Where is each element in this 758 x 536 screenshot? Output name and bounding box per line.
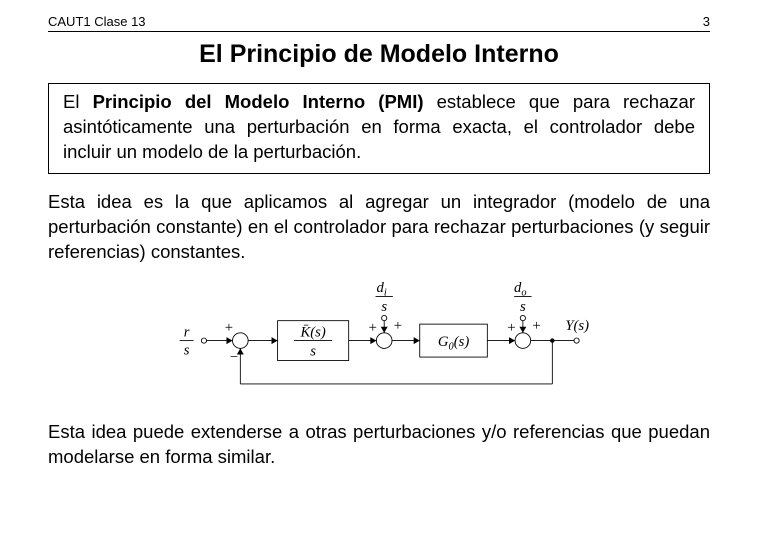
k-num: K̄(s): [299, 324, 325, 340]
svg-text:+: +: [532, 318, 540, 334]
g0-label: G0(s): [438, 334, 469, 352]
box-bold: Principio del Modelo Interno (PMI): [93, 91, 424, 112]
svg-text:+: +: [394, 318, 402, 334]
block-diagram: r s + − K̄(s) s di s + +: [48, 273, 710, 403]
di-num: di: [376, 280, 386, 298]
page-title: El Principio de Modelo Interno: [48, 40, 710, 69]
svg-text:+: +: [507, 320, 515, 336]
input-r: r: [184, 324, 190, 340]
output-label: Y(s): [565, 318, 589, 334]
input-terminal: [201, 338, 206, 343]
plus-1: +: [225, 320, 233, 336]
paragraph-1: Esta idea es la que aplicamos al agregar…: [48, 190, 710, 265]
minus-1: −: [230, 349, 238, 365]
input-s: s: [184, 342, 190, 358]
k-den: s: [310, 343, 316, 359]
di-den: s: [381, 299, 387, 315]
paragraph-2: Esta idea puede extenderse a otras pertu…: [48, 420, 710, 470]
header-left: CAUT1 Clase 13: [48, 14, 146, 29]
output-terminal: [574, 338, 579, 343]
summer-1: [233, 333, 249, 349]
summer-3: [515, 333, 531, 349]
do-den: s: [520, 299, 526, 315]
page-header: CAUT1 Clase 13 3: [48, 14, 710, 32]
svg-text:+: +: [369, 320, 377, 336]
summer-2: [376, 333, 392, 349]
definition-box: El Principio del Modelo Interno (PMI) es…: [48, 83, 710, 174]
do-num: do: [514, 280, 527, 298]
box-lead: El: [63, 91, 93, 112]
header-right: 3: [703, 14, 710, 29]
